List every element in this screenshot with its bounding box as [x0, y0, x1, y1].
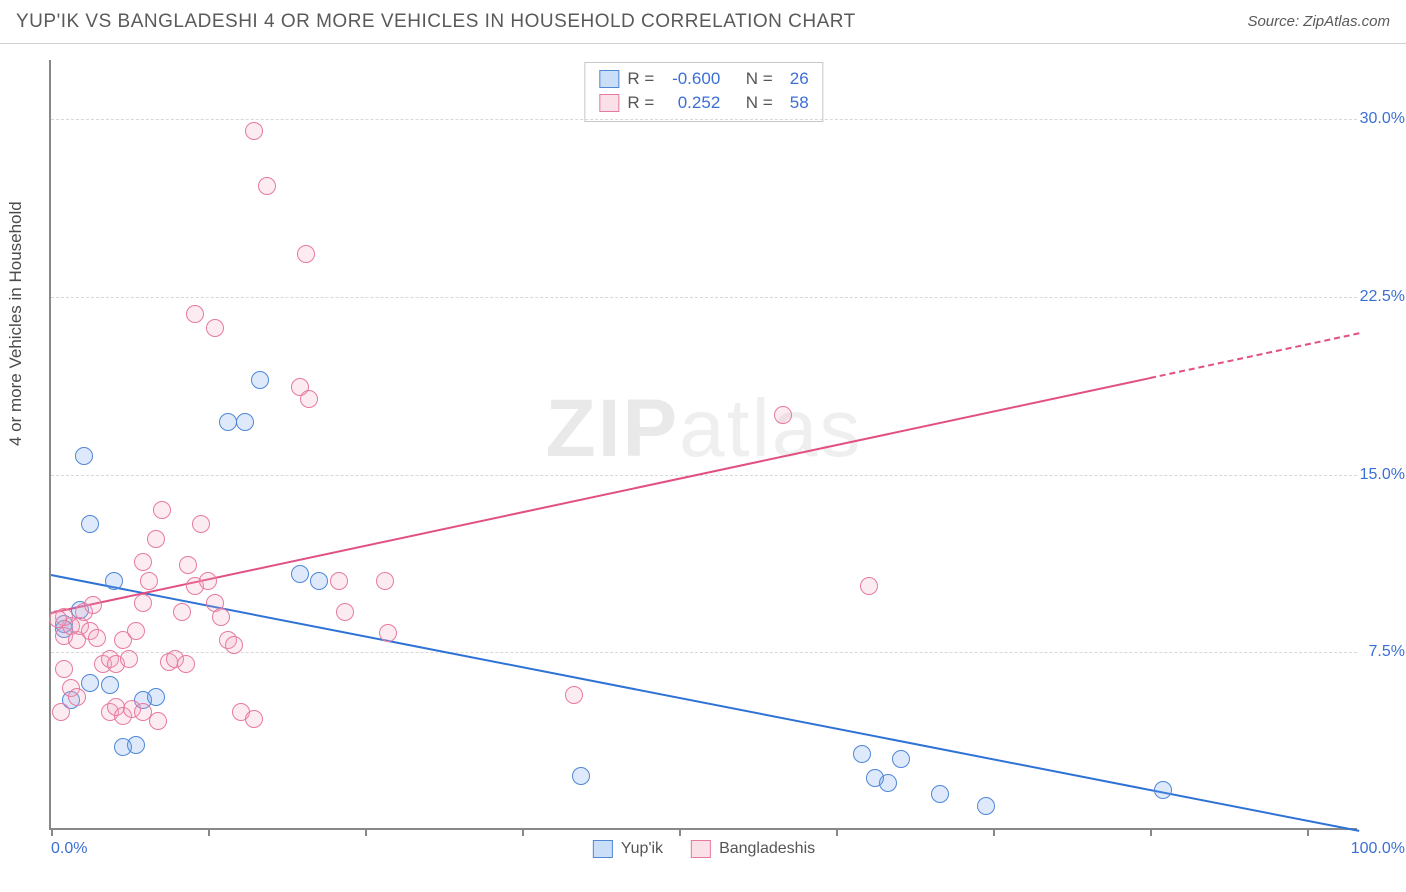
scatter-point: [258, 177, 276, 195]
y-tick-label: 7.5%: [1369, 643, 1405, 661]
scatter-point: [376, 572, 394, 590]
scatter-point: [931, 785, 949, 803]
y-tick-label: 30.0%: [1360, 110, 1405, 128]
scatter-point: [879, 774, 897, 792]
scatter-point: [225, 636, 243, 654]
x-axis-max-label: 100.0%: [1351, 840, 1405, 858]
x-tick: [1307, 828, 1309, 836]
scatter-point: [236, 413, 254, 431]
source-label: Source: ZipAtlas.com: [1247, 13, 1390, 30]
scatter-point: [186, 305, 204, 323]
gridline: [51, 119, 1357, 120]
scatter-point: [81, 515, 99, 533]
scatter-point: [55, 660, 73, 678]
scatter-point: [860, 577, 878, 595]
scatter-point: [572, 767, 590, 785]
scatter-point: [774, 406, 792, 424]
scatter-point: [245, 122, 263, 140]
scatter-point: [300, 390, 318, 408]
legend-swatch: [599, 94, 619, 112]
legend-swatch: [691, 840, 711, 858]
gridline: [51, 652, 1357, 653]
x-tick: [679, 828, 681, 836]
legend-swatch: [593, 840, 613, 858]
legend-series-item: Yup'ik: [593, 840, 663, 858]
scatter-point: [140, 572, 158, 590]
scatter-point: [120, 650, 138, 668]
legend-series-item: Bangladeshis: [691, 840, 815, 858]
x-tick: [51, 828, 53, 836]
scatter-point: [173, 603, 191, 621]
scatter-point: [245, 710, 263, 728]
scatter-point: [88, 629, 106, 647]
watermark: ZIPatlas: [546, 382, 863, 476]
scatter-point: [134, 553, 152, 571]
scatter-point: [147, 530, 165, 548]
scatter-point: [147, 688, 165, 706]
scatter-point: [192, 515, 210, 533]
scatter-point: [565, 686, 583, 704]
scatter-point: [68, 688, 86, 706]
trend-line: [1150, 332, 1360, 379]
scatter-point: [251, 371, 269, 389]
scatter-point: [219, 413, 237, 431]
scatter-point: [212, 608, 230, 626]
scatter-point: [177, 655, 195, 673]
legend-swatch: [599, 70, 619, 88]
scatter-point: [127, 736, 145, 754]
page-title: YUP'IK VS BANGLADESHI 4 OR MORE VEHICLES…: [16, 11, 856, 33]
scatter-point: [49, 610, 67, 628]
legend-stats: R =-0.600 N =26R =0.252 N =58: [584, 62, 823, 122]
y-tick-label: 22.5%: [1360, 288, 1405, 306]
y-tick-label: 15.0%: [1360, 466, 1405, 484]
gridline: [51, 475, 1357, 476]
x-tick: [1150, 828, 1152, 836]
y-axis-title: 4 or more Vehicles in Household: [6, 201, 26, 446]
scatter-point: [310, 572, 328, 590]
legend-stat-row: R =-0.600 N =26: [599, 67, 808, 91]
scatter-point: [291, 565, 309, 583]
scatter-point: [84, 596, 102, 614]
gridline: [51, 297, 1357, 298]
legend-series: Yup'ik Bangladeshis: [593, 840, 815, 858]
scatter-point: [149, 712, 167, 730]
scatter-point: [206, 319, 224, 337]
scatter-point: [127, 622, 145, 640]
scatter-point: [153, 501, 171, 519]
x-tick: [208, 828, 210, 836]
scatter-point: [853, 745, 871, 763]
scatter-point: [330, 572, 348, 590]
x-tick: [365, 828, 367, 836]
x-tick: [522, 828, 524, 836]
scatter-point: [134, 594, 152, 612]
scatter-point: [379, 624, 397, 642]
scatter-point: [52, 703, 70, 721]
scatter-point: [336, 603, 354, 621]
legend-stat-row: R =0.252 N =58: [599, 91, 808, 115]
scatter-point: [297, 245, 315, 263]
scatter-point: [199, 572, 217, 590]
scatter-point: [75, 447, 93, 465]
x-tick: [836, 828, 838, 836]
scatter-point: [81, 674, 99, 692]
scatter-point: [101, 676, 119, 694]
scatter-point: [179, 556, 197, 574]
scatter-plot: ZIPatlas R =-0.600 N =26R =0.252 N =58 Y…: [49, 60, 1357, 830]
scatter-point: [892, 750, 910, 768]
x-tick: [993, 828, 995, 836]
x-axis-min-label: 0.0%: [51, 840, 87, 858]
scatter-point: [977, 797, 995, 815]
scatter-point: [105, 572, 123, 590]
scatter-point: [1154, 781, 1172, 799]
